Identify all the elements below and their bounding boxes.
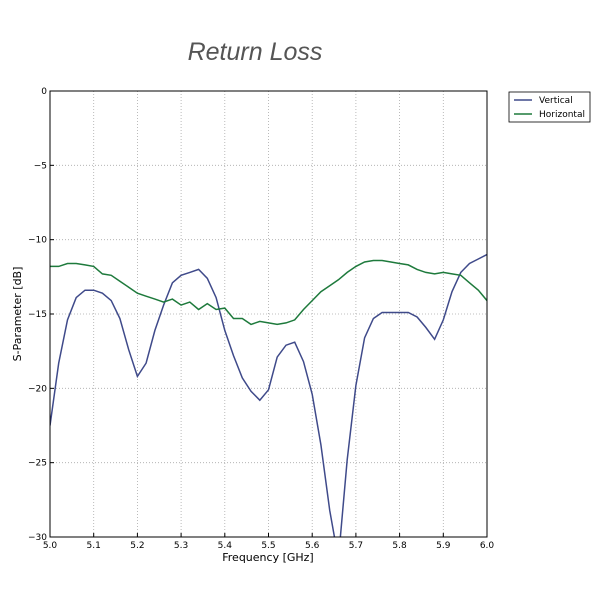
y-tick-label: 0 (41, 87, 47, 97)
x-tick-label: 5.1 (87, 541, 101, 551)
legend-box (508, 91, 591, 123)
y-axis-label: S-Parameter [dB] (11, 267, 24, 362)
y-tick-label: −10 (28, 236, 47, 246)
y-tick-label: −30 (28, 533, 47, 543)
y-tick-label: −15 (28, 310, 47, 320)
x-tick-label: 5.5 (261, 541, 275, 551)
x-tick-label: 5.9 (436, 541, 451, 551)
series-line-horizontal (50, 259, 487, 326)
y-tick-label: −25 (28, 459, 47, 469)
grid (49, 90, 488, 538)
legend-label-horizontal: Horizontal (539, 110, 585, 120)
legend: Vertical Horizontal (508, 91, 591, 123)
x-tick-label: 5.8 (392, 541, 407, 551)
x-tick-label: 5.4 (218, 541, 233, 551)
x-tick-label: 5.0 (43, 541, 58, 551)
ticks: 5.0 5.1 5.2 5.3 5.4 5.5 5.6 5.7 5.8 5.9 6.0 0 −5 −10 −… (28, 87, 494, 551)
series-line-vertical (50, 253, 487, 537)
series-lines (50, 253, 487, 537)
x-tick-label: 5.3 (174, 541, 188, 551)
chart-title: Return Loss (187, 38, 323, 66)
x-axis-label: Frequency [GHz] (222, 551, 313, 564)
y-tick-label: −5 (34, 161, 47, 171)
x-tick-label: 5.6 (305, 541, 320, 551)
x-tick-label: 5.2 (130, 541, 144, 551)
x-tick-label: 5.7 (349, 541, 363, 551)
y-tick-label: −20 (28, 384, 47, 394)
legend-label-vertical: Vertical (539, 96, 573, 106)
x-tick-label: 6.0 (480, 541, 495, 551)
